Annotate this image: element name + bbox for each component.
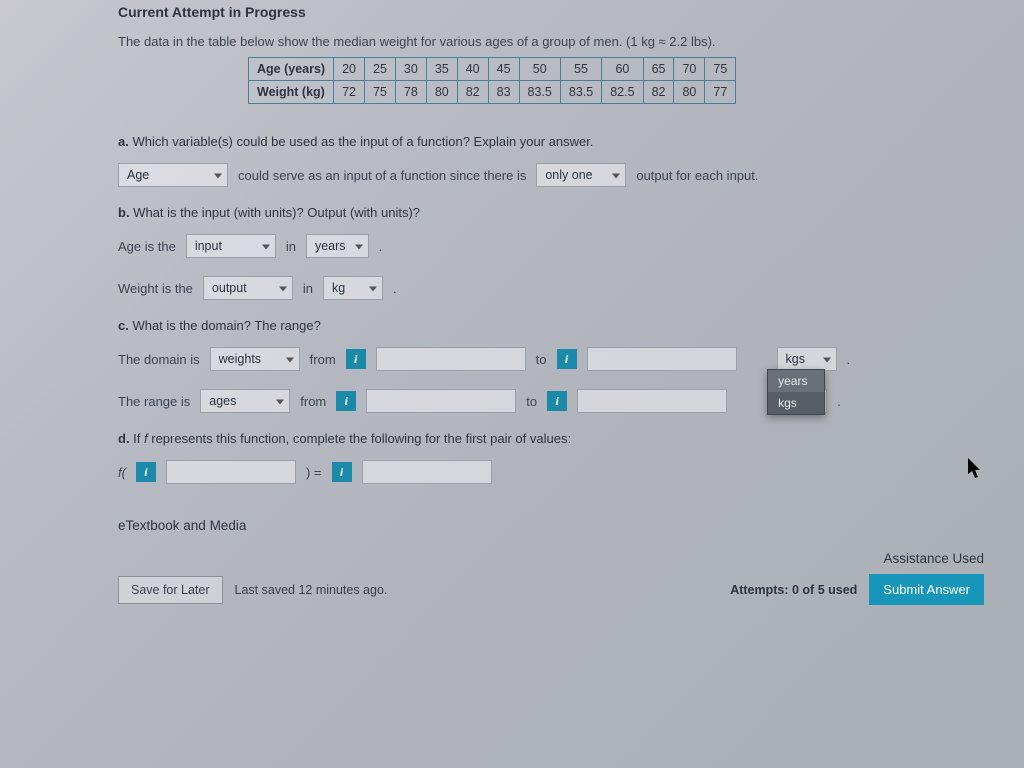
- label: in: [286, 239, 296, 254]
- table-cell: 25: [365, 58, 396, 81]
- select-weight-role[interactable]: output: [203, 276, 293, 300]
- label: .: [379, 239, 383, 254]
- table-cell: 82.5: [602, 81, 643, 104]
- table-cell: 80: [674, 81, 705, 104]
- label: to: [536, 352, 547, 367]
- part-d-question: d. If f represents this function, comple…: [118, 431, 1024, 446]
- label: ) =: [306, 465, 322, 480]
- info-icon[interactable]: i: [346, 349, 366, 369]
- label: The domain is: [118, 352, 200, 367]
- label: could serve as an input of a function si…: [238, 168, 526, 183]
- info-icon[interactable]: i: [136, 462, 156, 482]
- table-cell: 20: [334, 58, 365, 81]
- assistance-used: Assistance Used: [118, 551, 1024, 566]
- label: .: [837, 394, 841, 409]
- table-cell: 30: [395, 58, 426, 81]
- domain-from-input[interactable]: [376, 347, 526, 371]
- table-cell: 83: [488, 81, 519, 104]
- save-for-later-button[interactable]: Save for Later: [118, 576, 223, 604]
- dropdown-option-years[interactable]: years: [768, 370, 824, 392]
- label: f(: [118, 465, 126, 480]
- label: Age is the: [118, 239, 176, 254]
- label: .: [393, 281, 397, 296]
- select-age-unit[interactable]: years: [306, 234, 369, 258]
- table-row: Weight (kg) 72 75 78 80 82 83 83.5 83.5 …: [249, 81, 736, 104]
- select-age-role[interactable]: input: [186, 234, 276, 258]
- range-from-input[interactable]: [366, 389, 516, 413]
- table-cell: 77: [705, 81, 736, 104]
- select-variable[interactable]: Age: [118, 163, 228, 187]
- label: Weight is the: [118, 281, 193, 296]
- table-cell: 40: [457, 58, 488, 81]
- table-cell: 75: [705, 58, 736, 81]
- range-unit-dropdown[interactable]: years kgs: [767, 369, 825, 415]
- part-c-question: c. What is the domain? The range?: [118, 318, 1024, 333]
- info-icon[interactable]: i: [547, 391, 567, 411]
- label: in: [303, 281, 313, 296]
- submit-answer-button[interactable]: Submit Answer: [869, 574, 984, 605]
- table-cell: 35: [426, 58, 457, 81]
- table-cell: 60: [602, 58, 643, 81]
- intro-text: The data in the table below show the med…: [118, 34, 1024, 49]
- domain-to-input[interactable]: [587, 347, 737, 371]
- table-cell: 78: [395, 81, 426, 104]
- label: .: [847, 352, 851, 367]
- f-input[interactable]: [166, 460, 296, 484]
- table-row: Age (years) 20 25 30 35 40 45 50 55 60 6…: [249, 58, 736, 81]
- select-weight-unit[interactable]: kg: [323, 276, 383, 300]
- select-count[interactable]: only one: [536, 163, 626, 187]
- data-table: Age (years) 20 25 30 35 40 45 50 55 60 6…: [248, 57, 736, 104]
- select-range-type[interactable]: ages: [200, 389, 290, 413]
- table-cell: 82: [643, 81, 674, 104]
- part-a-question: a. a. Which variable(s) could be used as…: [118, 134, 1024, 149]
- label: The range is: [118, 394, 190, 409]
- etextbook-link[interactable]: eTextbook and Media: [118, 508, 1024, 543]
- table-cell: 83.5: [560, 81, 601, 104]
- label: from: [310, 352, 336, 367]
- f-output[interactable]: [362, 460, 492, 484]
- section-title: Current Attempt in Progress: [118, 4, 1024, 20]
- part-b-question: b. What is the input (with units)? Outpu…: [118, 205, 1024, 220]
- table-cell: 80: [426, 81, 457, 104]
- row-header-age: Age (years): [249, 58, 334, 81]
- dropdown-option-kgs[interactable]: kgs: [768, 392, 824, 414]
- label: from: [300, 394, 326, 409]
- table-cell: 70: [674, 58, 705, 81]
- table-cell: 45: [488, 58, 519, 81]
- row-header-weight: Weight (kg): [249, 81, 334, 104]
- label: output for each input.: [636, 168, 758, 183]
- info-icon[interactable]: i: [557, 349, 577, 369]
- info-icon[interactable]: i: [336, 391, 356, 411]
- table-cell: 75: [365, 81, 396, 104]
- select-domain-type[interactable]: weights: [210, 347, 300, 371]
- table-cell: 72: [334, 81, 365, 104]
- table-cell: 83.5: [519, 81, 560, 104]
- label: to: [526, 394, 537, 409]
- table-cell: 50: [519, 58, 560, 81]
- table-cell: 82: [457, 81, 488, 104]
- info-icon[interactable]: i: [332, 462, 352, 482]
- select-domain-unit[interactable]: kgs: [777, 347, 837, 371]
- range-to-input[interactable]: [577, 389, 727, 413]
- table-cell: 65: [643, 58, 674, 81]
- attempts-text: Attempts: 0 of 5 used: [730, 583, 857, 597]
- last-saved-text: Last saved 12 minutes ago.: [235, 583, 388, 597]
- table-cell: 55: [560, 58, 601, 81]
